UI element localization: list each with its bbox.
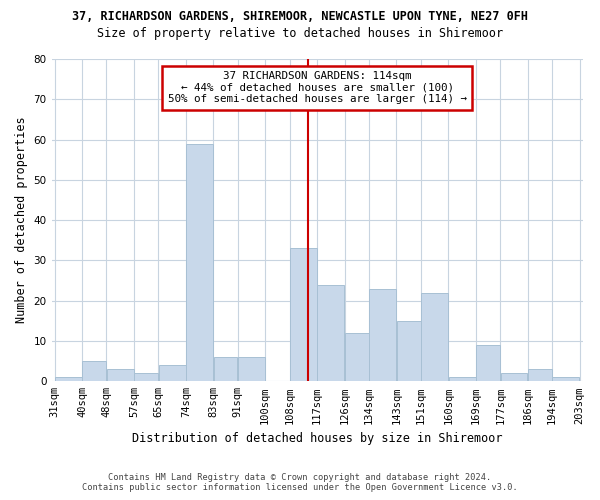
Bar xyxy=(82,361,106,382)
Bar xyxy=(55,378,82,382)
Bar xyxy=(317,284,344,382)
Bar xyxy=(290,248,317,382)
X-axis label: Distribution of detached houses by size in Shiremoor: Distribution of detached houses by size … xyxy=(132,432,502,445)
Bar xyxy=(186,144,213,382)
Bar xyxy=(500,373,527,382)
Bar xyxy=(345,333,369,382)
Bar xyxy=(397,321,421,382)
Bar xyxy=(158,365,185,382)
Bar xyxy=(449,378,476,382)
Bar xyxy=(528,369,552,382)
Bar xyxy=(214,357,238,382)
Text: Contains HM Land Registry data © Crown copyright and database right 2024.
Contai: Contains HM Land Registry data © Crown c… xyxy=(82,473,518,492)
Bar xyxy=(421,292,448,382)
Bar xyxy=(107,369,134,382)
Text: 37 RICHARDSON GARDENS: 114sqm
← 44% of detached houses are smaller (100)
50% of : 37 RICHARDSON GARDENS: 114sqm ← 44% of d… xyxy=(167,71,467,104)
Bar xyxy=(369,288,396,382)
Bar xyxy=(476,345,500,382)
Text: Size of property relative to detached houses in Shiremoor: Size of property relative to detached ho… xyxy=(97,28,503,40)
Bar xyxy=(134,373,158,382)
Bar xyxy=(238,357,265,382)
Bar xyxy=(553,378,580,382)
Text: 37, RICHARDSON GARDENS, SHIREMOOR, NEWCASTLE UPON TYNE, NE27 0FH: 37, RICHARDSON GARDENS, SHIREMOOR, NEWCA… xyxy=(72,10,528,23)
Y-axis label: Number of detached properties: Number of detached properties xyxy=(15,117,28,324)
